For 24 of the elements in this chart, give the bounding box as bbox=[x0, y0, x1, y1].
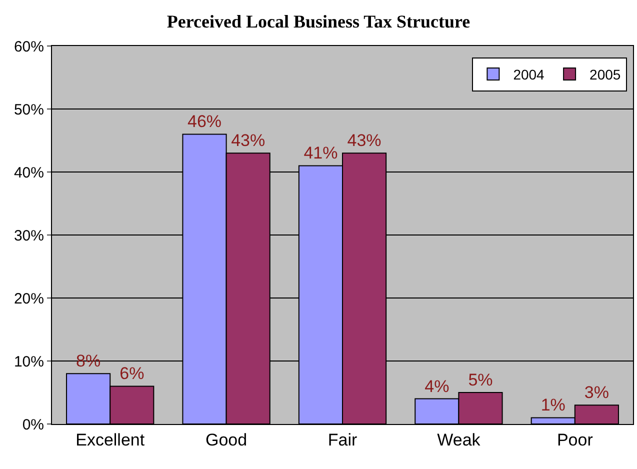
y-tick-label: 0% bbox=[22, 416, 44, 434]
x-tick-label: Fair bbox=[328, 430, 358, 450]
data-label: 6% bbox=[120, 364, 144, 384]
x-tick-label: Good bbox=[206, 430, 248, 450]
x-tick-label: Weak bbox=[437, 430, 481, 450]
legend-label: 2005 bbox=[590, 66, 621, 82]
chart-title: Perceived Local Business Tax Structure bbox=[166, 11, 470, 32]
data-label: 5% bbox=[468, 370, 493, 390]
y-tick-label: 30% bbox=[14, 227, 44, 244]
data-label: 43% bbox=[231, 131, 266, 150]
data-label: 1% bbox=[540, 396, 566, 415]
y-tick-label: 40% bbox=[14, 164, 44, 182]
data-label: 3% bbox=[584, 383, 609, 402]
data-label: 43% bbox=[347, 131, 382, 150]
x-tick-label: Poor bbox=[556, 430, 594, 450]
y-tick-label: 60% bbox=[14, 38, 44, 56]
legend-label: 2004 bbox=[513, 66, 545, 82]
y-tick-label: 50% bbox=[14, 101, 44, 118]
data-label: 4% bbox=[424, 376, 450, 396]
data-label: 46% bbox=[188, 112, 222, 132]
y-tick-label: 10% bbox=[14, 353, 44, 370]
y-tick-label: 20% bbox=[14, 290, 44, 308]
x-tick-label: Excellent bbox=[76, 430, 145, 450]
data-label: 41% bbox=[304, 144, 338, 163]
